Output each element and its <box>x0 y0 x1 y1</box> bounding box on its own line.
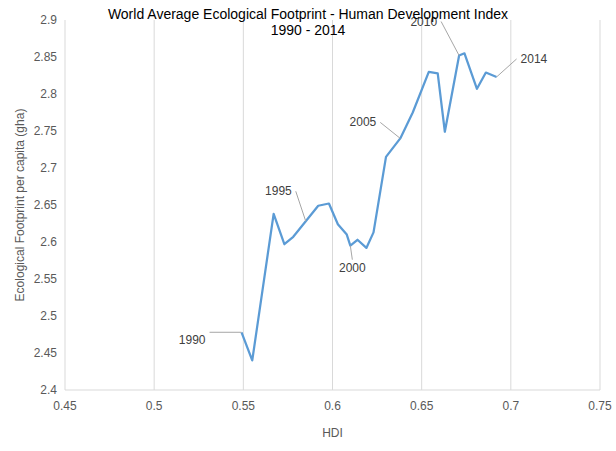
x-grid-line <box>65 20 66 390</box>
title: World Average Ecological Footprint - Hum… <box>108 6 508 22</box>
background <box>0 0 616 451</box>
y-tick-label: 2.4 <box>40 383 57 397</box>
y-tick-label: 2.45 <box>34 346 58 360</box>
x-grid-line <box>332 20 333 390</box>
data-line <box>242 53 497 360</box>
x-tick-label: 0.45 <box>53 399 77 413</box>
annotation-label: 2014 <box>521 52 548 66</box>
y-tick-label: 2.9 <box>40 13 57 27</box>
annotation-label: 1995 <box>265 184 292 198</box>
y-tick-label: 2.5 <box>40 309 57 323</box>
y-tick-label: 2.85 <box>34 50 58 64</box>
x-grid-line <box>600 20 601 390</box>
y-tick-label: 2.75 <box>34 124 58 138</box>
plot-area <box>242 53 497 360</box>
x-axis-label: HDI <box>322 426 343 440</box>
x-axis-line <box>65 390 600 391</box>
annotation-connector <box>350 246 352 260</box>
x-tick-label: 0.5 <box>146 399 163 413</box>
x-tick-label: 0.55 <box>232 399 256 413</box>
x-tick-label: 0.6 <box>324 399 341 413</box>
annotation-label: 2000 <box>339 261 366 275</box>
x-tick-label: 0.75 <box>588 399 612 413</box>
x-tick-label: 0.7 <box>502 399 519 413</box>
annotation-connector <box>210 332 242 333</box>
annotation-connector <box>296 191 306 221</box>
y-tick-label: 2.8 <box>40 87 57 101</box>
chart: 0.45 0.5 0.55 0.6 0.65 0.7 0.75 2.4 2.45 2.5 2.55 2… <box>0 0 616 451</box>
x-tick-label: 0.65 <box>410 399 434 413</box>
y-axis-label: Ecological Footprint per capita (gha) <box>13 109 27 302</box>
annotation-connector <box>497 59 517 77</box>
y-tick-label: 2.6 <box>40 235 57 249</box>
x-grid-line <box>421 20 422 390</box>
annotation-label: 2005 <box>350 115 377 129</box>
y-tick-label: 2.55 <box>34 272 58 286</box>
subtitle: 1990 - 2014 <box>271 22 346 38</box>
annotation-connector <box>380 122 400 138</box>
x-grid-line <box>154 20 155 390</box>
annotation-label: 1990 <box>179 333 206 347</box>
x-grid-line <box>510 20 511 390</box>
y-tick-label: 2.65 <box>34 198 58 212</box>
annotation-connector <box>441 22 459 56</box>
y-tick-label: 2.7 <box>40 161 57 175</box>
